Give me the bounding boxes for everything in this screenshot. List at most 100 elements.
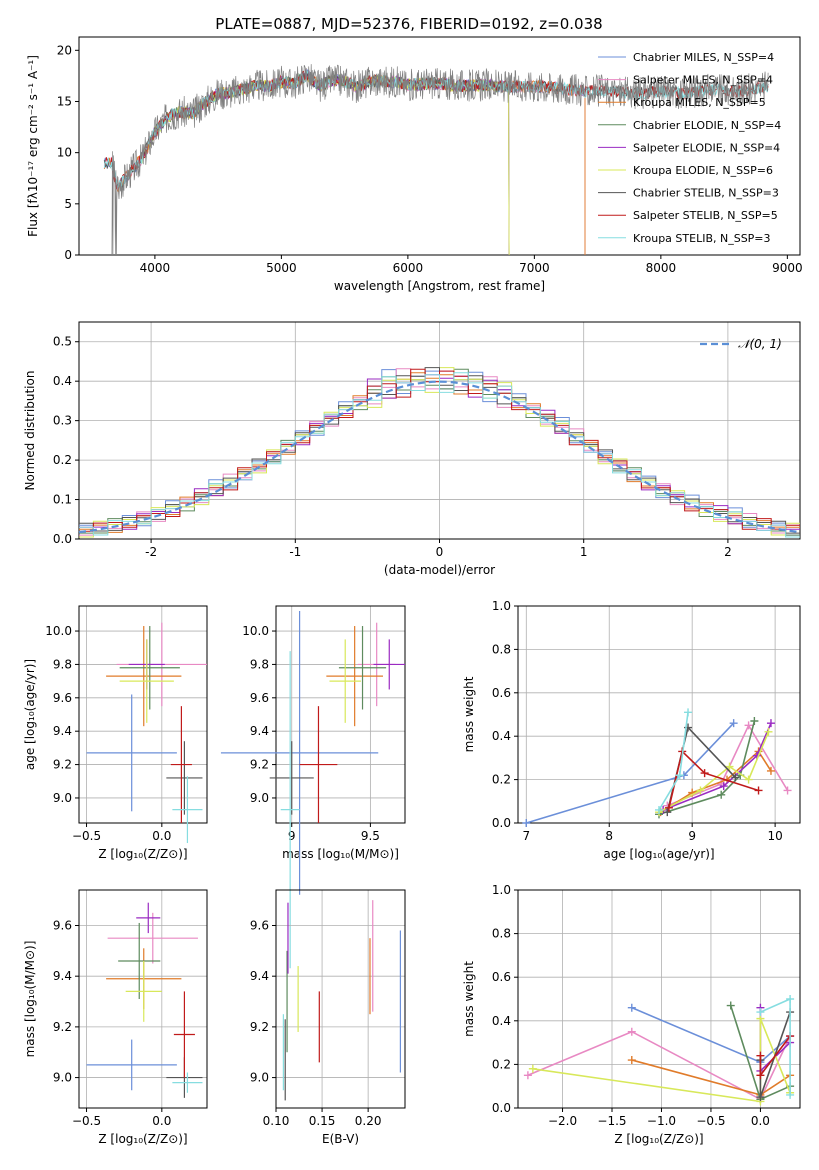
x-tick-label: −0.5 [696,1114,725,1128]
x-tick-label: 10 [767,829,782,843]
plus-marker [726,1001,735,1010]
y-tick-label: 9.0 [53,1071,72,1085]
legend-entry: Chabrier ELODIE, N_SSP=4 [633,119,781,132]
x-axis-label: Z [log₁₀(Z/Z⊙)] [614,1132,703,1146]
errorbar-point-7 [299,706,338,823]
plus-marker [766,719,775,728]
legend-entry: Salpeter MILES, N_SSP=4 [633,74,773,87]
y-tick-label: 9.0 [53,791,72,805]
x-tick-label: 4000 [140,261,171,275]
y-tick-label: 9.2 [250,758,269,772]
x-tick-label: 9.5 [361,829,380,843]
y-tick-label: 9.6 [250,918,269,932]
errorbar-point-8 [172,1072,203,1093]
series-line [668,749,759,808]
x-tick-label: 2 [724,545,732,559]
plus-marker [663,808,672,817]
y-tick-label: 0.6 [492,686,511,700]
model-spectrum-0 [103,68,586,255]
legend-entry: 𝒩(0, 1) [738,337,782,351]
y-tick-label: 20 [57,43,72,57]
chart-age_vs_mass: 9 9.5 9.0 9.2 9.4 9.6 9.8 10.0 mass [log₁₀(M/M⊙)… [220,605,406,969]
y-tick-label: 1.0 [492,883,511,897]
model-spectrum-1 [103,70,586,255]
y-tick-label: 9.2 [53,758,72,772]
y-tick-label: 9.8 [250,657,269,671]
y-tick-label: 9.0 [250,1071,269,1085]
legend-entry: Kroupa STELIB, N_SSP=3 [633,232,771,245]
series-1 [663,721,792,810]
series-line [527,1030,791,1101]
plus-marker [719,782,728,791]
errorbar-point-2 [326,626,383,727]
plus-marker [655,805,663,814]
plus-marker [664,803,673,812]
y-axis-label: mass weight [462,676,476,752]
model-spectrum-2 [103,71,586,255]
series-4 [659,719,775,814]
series-line [658,720,756,816]
errorbar-point-6 [269,741,314,815]
y-tick-label: 10 [57,146,72,160]
y-tick-label: 9.6 [250,691,269,705]
x-axis-label: mass [log₁₀(M/M⊙)] [282,847,399,861]
x-tick-label: 0.15 [309,1114,336,1128]
plus-marker [522,819,531,827]
errorbar-point-0 [220,611,379,895]
y-axis-label: mass weight [462,961,476,1037]
plus-marker [754,786,763,795]
y-tick-label: 9.4 [250,969,269,983]
plus-marker [523,1071,532,1080]
y-axis-label: age [log₁₀(age/yr)] [23,659,37,770]
plus-marker [528,1064,537,1073]
errorbar-point-3 [119,626,180,710]
y-tick-label: 9.2 [250,1020,269,1034]
errorbar-point-7 [170,706,192,823]
axes-frame [275,605,406,824]
plus-marker [731,773,740,782]
plus-marker [627,1003,636,1012]
plus-marker [675,771,684,780]
plus-marker [717,790,726,799]
x-tick-label: 0 [436,545,444,559]
plus-marker [627,1027,636,1036]
plus-marker [756,1008,765,1017]
x-tick-label: 5000 [266,261,297,275]
chart-mass_vs_Z: −0.5 0.0 9.0 9.2 9.4 9.6 Z [log₁₀(Z/Z⊙)] mass [… [23,889,208,1146]
x-tick-label: 7000 [519,261,550,275]
chart-spectrum: 4000 5000 6000 7000 8000 9000 0 5 10 15 20 waveleng… [26,36,803,293]
y-tick-label: 5 [64,197,72,211]
series-line [662,722,772,811]
x-tick-label: −0.5 [72,829,101,843]
x-tick-label: −2.0 [548,1114,577,1128]
y-tick-label: 0.4 [492,729,511,743]
y-tick-label: 9.6 [53,691,72,705]
axes-frame [78,605,208,824]
x-axis-label: wavelength [Angstrom, rest frame] [334,279,545,293]
x-axis-label: Z [log₁₀(Z/Z⊙)] [98,847,187,861]
chart-mass_weight_vs_Z: −2.0 −1.5 −1.0 −0.5 0.0 0.0 0.2 0.4 0.6 0.8 1.0 Z [… [462,883,801,1146]
observed-spectrum [111,64,769,255]
errorbar-point-8 [172,776,203,844]
chart-title: PLATE=0887, MJD=52376, FIBERID=0192, z=0… [215,15,602,33]
y-tick-label: 0 [64,248,72,262]
y-tick-label: 15 [57,94,72,108]
residual-histogram-8 [79,372,800,538]
x-tick-label: 6000 [393,261,424,275]
y-tick-label: 9.4 [53,724,72,738]
y-tick-label: 9.4 [250,724,269,738]
y-axis-label: Flux [fλ10⁻¹⁷ erg cm⁻² s⁻¹ A⁻¹] [26,55,40,237]
x-tick-label: 0.0 [751,1114,770,1128]
plus-marker [756,1051,765,1060]
axes-frame [275,889,406,1109]
x-tick-label: 7 [522,829,530,843]
y-tick-label: 0.6 [492,970,511,984]
legend-entry: Chabrier STELIB, N_SSP=3 [633,187,779,200]
series-7 [664,747,763,812]
legend-entry: Salpeter STELIB, N_SSP=5 [633,209,778,222]
x-tick-label: −1.5 [597,1114,626,1128]
errorbar-point-5 [119,639,174,723]
x-tick-label: −0.5 [72,1114,101,1128]
errorbar-point-8 [280,651,300,969]
x-axis-label: Z [log₁₀(Z/Z⊙)] [98,1132,187,1146]
